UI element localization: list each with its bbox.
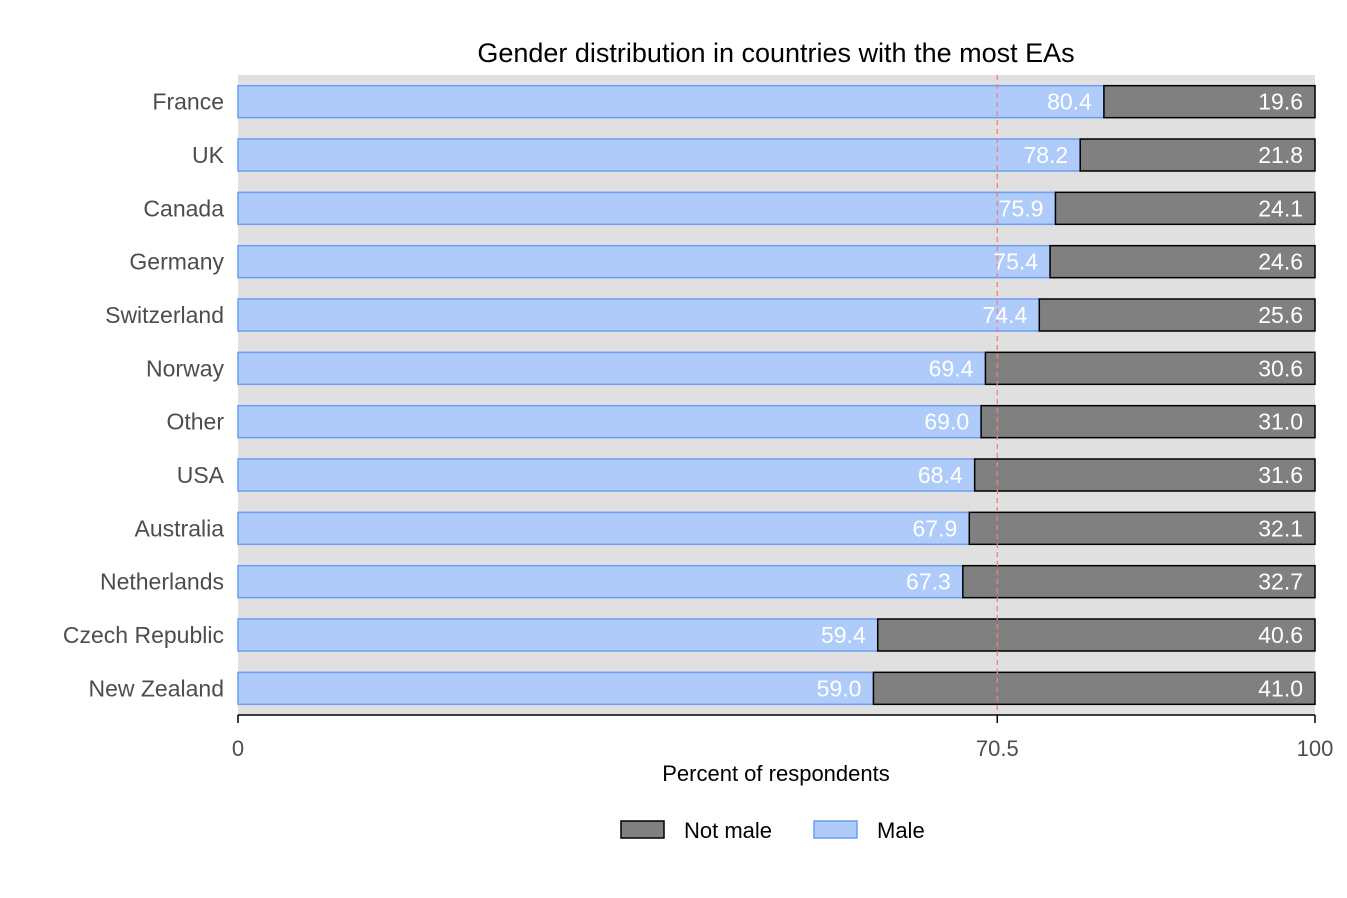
bar-not-male-other <box>980 404 1316 439</box>
category-label-france: France <box>152 89 224 115</box>
legend-label-male: Male <box>877 818 925 843</box>
category-label-australia: Australia <box>135 515 225 541</box>
value-label-male-other: 69.0 <box>924 409 969 435</box>
bar-male-switzerland <box>237 298 1041 332</box>
bar-not-male-switzerland <box>1038 298 1316 332</box>
category-label-new-zealand: New Zealand <box>88 675 224 701</box>
value-label-male-netherlands: 67.3 <box>906 569 951 595</box>
value-label-not-male-australia: 32.1 <box>1258 515 1303 541</box>
value-label-not-male-new-zealand: 41.0 <box>1258 675 1303 701</box>
plot-panel-background <box>238 75 1315 715</box>
x-tick-label: 100 <box>1297 736 1334 761</box>
value-label-not-male-czech-republic: 40.6 <box>1258 622 1303 648</box>
bar-male-czech-republic <box>237 618 879 652</box>
bar-not-male-germany <box>1049 244 1316 279</box>
value-label-not-male-uk: 21.8 <box>1258 142 1303 168</box>
bar-male-uk <box>237 138 1081 172</box>
x-tick-label: 70.5 <box>976 736 1019 761</box>
legend-key-male <box>813 820 858 839</box>
bar-male-germany <box>237 244 1051 279</box>
category-label-czech-republic: Czech Republic <box>63 622 224 648</box>
bar-not-male-uk <box>1079 138 1316 172</box>
legend: Not male Male <box>620 818 925 843</box>
value-label-not-male-canada: 24.1 <box>1258 195 1303 221</box>
bar-male-netherlands <box>237 564 964 599</box>
value-label-not-male-other: 31.0 <box>1258 409 1303 435</box>
bar-male-australia <box>237 511 971 546</box>
value-label-male-usa: 68.4 <box>918 462 963 488</box>
bar-not-male-czech-republic <box>876 618 1316 652</box>
category-label-canada: Canada <box>143 195 224 221</box>
value-label-male-czech-republic: 59.4 <box>821 622 866 648</box>
value-label-not-male-norway: 30.6 <box>1258 355 1303 381</box>
bar-not-male-france <box>1103 84 1316 119</box>
bar-male-other <box>237 404 982 439</box>
bar-male-norway <box>237 351 987 386</box>
value-label-male-new-zealand: 59.0 <box>817 675 862 701</box>
value-label-not-male-switzerland: 25.6 <box>1258 302 1303 328</box>
category-label-norway: Norway <box>146 355 224 381</box>
value-label-male-canada: 75.9 <box>999 195 1044 221</box>
bar-male-usa <box>237 458 976 492</box>
value-label-male-uk: 78.2 <box>1023 142 1068 168</box>
value-label-not-male-usa: 31.6 <box>1258 462 1303 488</box>
value-label-not-male-germany: 24.6 <box>1258 249 1303 275</box>
bar-not-male-norway <box>984 351 1316 386</box>
bars-layer <box>237 84 1316 706</box>
bar-not-male-usa <box>973 458 1316 492</box>
bar-not-male-new-zealand <box>872 671 1316 706</box>
x-axis: 0 70.5 100 <box>232 714 1334 761</box>
category-label-other: Other <box>166 409 224 435</box>
x-axis-title: Percent of respondents <box>662 761 889 786</box>
value-label-not-male-france: 19.6 <box>1258 89 1303 115</box>
category-label-usa: USA <box>177 462 225 488</box>
bar-male-france <box>237 84 1105 119</box>
value-label-not-male-netherlands: 32.7 <box>1258 569 1303 595</box>
bar-not-male-australia <box>968 511 1316 546</box>
x-tick-label: 0 <box>232 736 244 761</box>
legend-key-not-male <box>620 820 665 839</box>
value-label-male-norway: 69.4 <box>929 355 974 381</box>
value-label-male-germany: 75.4 <box>993 249 1038 275</box>
labels-layer: France 80.4 19.6 UK 78.2 21.8 Canada 75.9 24.1 Ge… <box>63 89 1303 702</box>
bar-male-canada <box>237 191 1057 226</box>
bar-not-male-netherlands <box>962 564 1316 599</box>
category-label-switzerland: Switzerland <box>105 302 224 328</box>
bar-male-new-zealand <box>237 671 875 706</box>
legend-label-not-male: Not male <box>684 818 772 843</box>
value-label-male-australia: 67.9 <box>913 515 958 541</box>
category-label-germany: Germany <box>129 249 224 275</box>
category-label-uk: UK <box>192 142 225 168</box>
value-label-male-france: 80.4 <box>1047 89 1092 115</box>
bar-not-male-canada <box>1054 191 1316 226</box>
value-label-male-switzerland: 74.4 <box>983 302 1028 328</box>
chart-title: Gender distribution in countries with th… <box>477 38 1074 68</box>
category-label-netherlands: Netherlands <box>100 569 224 595</box>
